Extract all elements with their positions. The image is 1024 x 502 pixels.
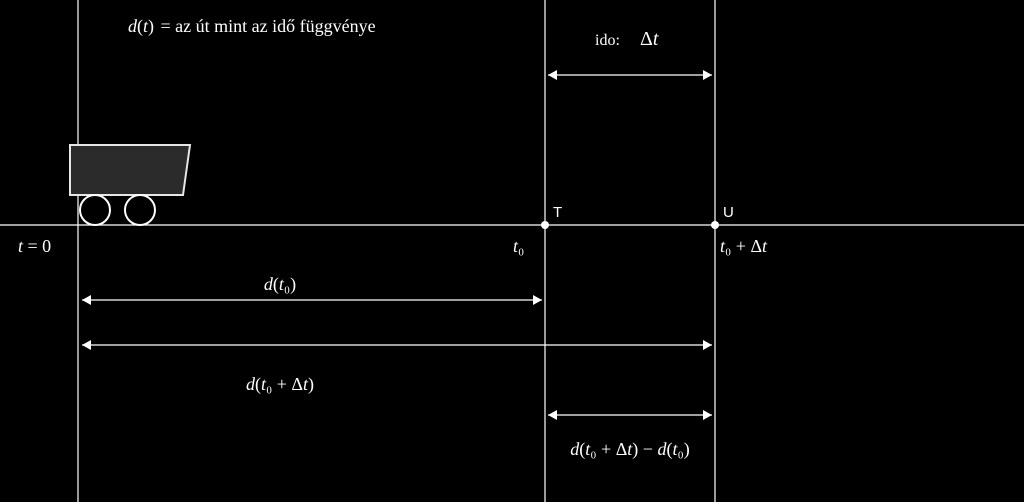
label-delta-t: Δt bbox=[640, 28, 659, 50]
title-label: d(t) = az út mint az idő függvénye bbox=[128, 16, 376, 37]
label-t0-origin: t = 0 bbox=[18, 236, 51, 256]
background bbox=[0, 0, 1024, 502]
label-d-diff: d(t₀ + Δt) − d(t₀) bbox=[570, 439, 690, 460]
cart-wheel bbox=[80, 195, 110, 225]
axis-point-label-t: T bbox=[553, 204, 562, 221]
label-t0: t₀ bbox=[513, 236, 524, 256]
cart-wheel bbox=[125, 195, 155, 225]
axis-point-u bbox=[711, 221, 719, 229]
label-t0-plus-dt: t₀ + Δt bbox=[720, 236, 768, 256]
label-d-t0dt: d(t₀ + Δt) bbox=[246, 374, 314, 395]
label-ido: ido: bbox=[595, 32, 620, 49]
axis-point-label-u: U bbox=[723, 204, 734, 221]
label-d-t0: d(t₀) bbox=[264, 274, 296, 295]
axis-point-t bbox=[541, 221, 549, 229]
cart-body bbox=[70, 145, 190, 195]
